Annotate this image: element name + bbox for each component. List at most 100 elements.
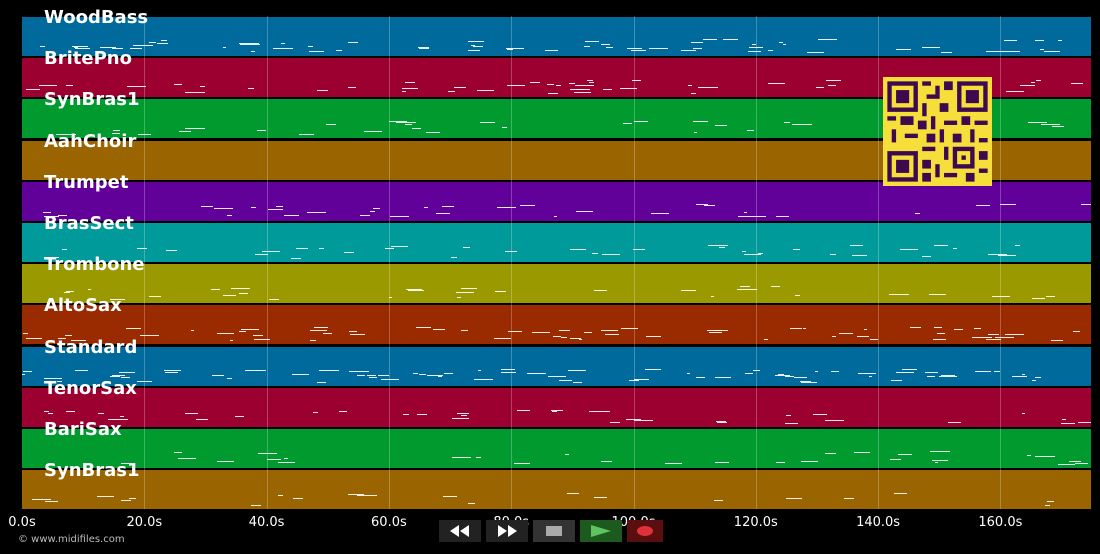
note-mark bbox=[745, 372, 753, 374]
note-mark bbox=[44, 410, 49, 412]
note-mark bbox=[45, 257, 59, 258]
note-mark bbox=[452, 417, 469, 419]
note-mark bbox=[870, 339, 878, 341]
note-mark bbox=[98, 412, 104, 414]
note-mark bbox=[703, 39, 717, 40]
note-mark bbox=[545, 50, 558, 51]
note-mark bbox=[933, 339, 946, 341]
note-mark bbox=[133, 45, 153, 46]
note-mark bbox=[1071, 83, 1083, 85]
note-mark bbox=[121, 376, 130, 378]
note-mark bbox=[477, 90, 494, 92]
note-mark bbox=[742, 251, 746, 252]
note-mark bbox=[975, 370, 991, 372]
note-mark bbox=[715, 125, 727, 127]
note-mark bbox=[138, 134, 151, 136]
note-mark bbox=[778, 373, 784, 375]
rewind-button[interactable] bbox=[439, 520, 481, 542]
note-mark bbox=[527, 372, 546, 374]
note-mark bbox=[140, 335, 159, 337]
note-mark bbox=[1000, 203, 1016, 205]
note-mark bbox=[127, 86, 146, 88]
note-mark bbox=[1020, 85, 1035, 87]
note-mark bbox=[818, 39, 837, 40]
note-mark bbox=[161, 40, 167, 41]
note-mark bbox=[367, 374, 376, 376]
stop-icon bbox=[546, 526, 562, 536]
note-mark bbox=[373, 207, 380, 209]
note-mark bbox=[570, 338, 581, 340]
note-mark bbox=[267, 459, 281, 460]
note-mark bbox=[211, 289, 220, 291]
time-tick-label: 40.0s bbox=[248, 515, 285, 530]
note-mark bbox=[241, 329, 259, 331]
note-mark bbox=[803, 328, 806, 330]
track-name: BariSax bbox=[44, 419, 122, 440]
note-mark bbox=[349, 331, 357, 333]
note-mark bbox=[621, 328, 638, 330]
note-mark bbox=[461, 414, 467, 416]
note-mark bbox=[605, 334, 619, 336]
note-mark bbox=[457, 297, 461, 299]
note-mark bbox=[64, 292, 70, 294]
record-button[interactable] bbox=[627, 520, 663, 542]
note-mark bbox=[314, 327, 328, 329]
note-mark bbox=[748, 51, 761, 52]
note-mark bbox=[443, 496, 457, 498]
note-mark bbox=[253, 335, 263, 337]
note-mark bbox=[738, 215, 748, 217]
note-mark bbox=[852, 255, 867, 256]
note-mark bbox=[651, 212, 669, 214]
note-mark bbox=[570, 89, 590, 91]
record-icon bbox=[637, 526, 653, 536]
play-button[interactable] bbox=[580, 520, 622, 542]
note-mark bbox=[783, 44, 786, 45]
note-mark bbox=[370, 210, 375, 212]
note-mark bbox=[22, 373, 25, 375]
note-mark bbox=[601, 461, 612, 462]
note-mark bbox=[934, 245, 948, 246]
note-mark bbox=[744, 211, 747, 213]
note-mark bbox=[1000, 51, 1020, 52]
note-mark bbox=[468, 50, 480, 51]
note-mark bbox=[360, 214, 370, 216]
note-mark bbox=[941, 52, 952, 53]
note-mark bbox=[504, 206, 516, 208]
note-mark bbox=[57, 380, 62, 382]
note-mark bbox=[402, 88, 418, 90]
note-mark bbox=[748, 215, 766, 217]
note-mark bbox=[771, 286, 780, 288]
track-notes bbox=[22, 182, 1091, 221]
note-mark bbox=[711, 296, 714, 298]
note-mark bbox=[408, 290, 424, 292]
note-mark bbox=[137, 248, 147, 249]
note-mark bbox=[121, 500, 131, 502]
note-mark bbox=[573, 381, 582, 383]
note-mark bbox=[520, 204, 535, 206]
note-mark bbox=[681, 50, 696, 51]
stop-button[interactable] bbox=[533, 520, 575, 542]
note-mark bbox=[691, 93, 696, 95]
note-mark bbox=[501, 368, 515, 370]
note-mark bbox=[828, 85, 836, 87]
note-mark bbox=[349, 370, 369, 372]
note-mark bbox=[26, 89, 40, 91]
note-mark bbox=[293, 498, 303, 500]
fast-forward-button[interactable] bbox=[486, 520, 528, 542]
note-mark bbox=[620, 88, 637, 90]
note-mark bbox=[457, 412, 469, 414]
note-mark bbox=[501, 371, 516, 373]
note-mark bbox=[801, 381, 817, 383]
note-mark bbox=[688, 85, 692, 87]
note-mark bbox=[992, 296, 1010, 298]
note-mark bbox=[32, 499, 51, 501]
note-mark bbox=[476, 457, 481, 458]
track-name: BritePno bbox=[44, 48, 132, 70]
gridline bbox=[144, 16, 146, 509]
note-mark bbox=[424, 206, 428, 208]
note-mark bbox=[326, 124, 336, 126]
note-mark bbox=[1069, 461, 1081, 462]
note-mark bbox=[56, 134, 76, 136]
note-mark bbox=[1035, 376, 1041, 378]
track-lane bbox=[22, 223, 1091, 262]
